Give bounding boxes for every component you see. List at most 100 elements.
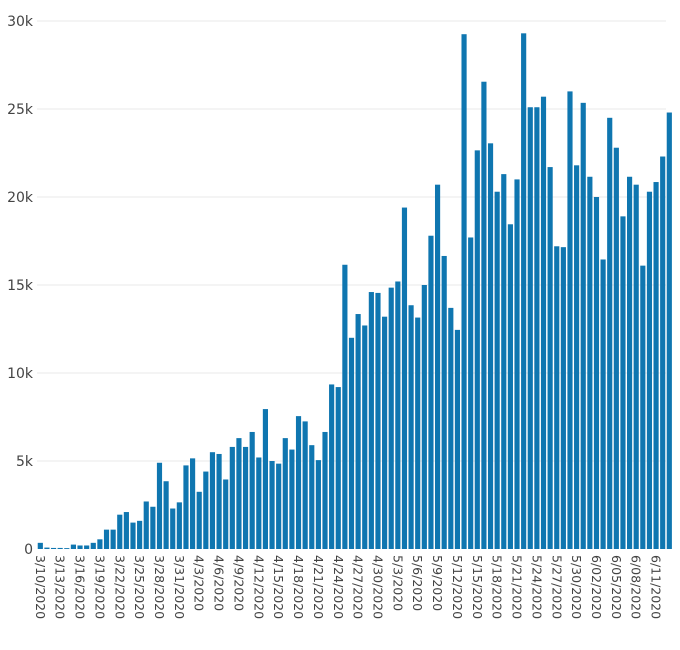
bar[interactable]: [408, 305, 414, 549]
bar[interactable]: [468, 237, 474, 550]
bar[interactable]: [554, 246, 560, 549]
bar[interactable]: [315, 460, 321, 549]
bar[interactable]: [97, 539, 103, 549]
bar[interactable]: [388, 287, 394, 549]
bar[interactable]: [448, 307, 454, 549]
bar[interactable]: [37, 542, 43, 549]
bar[interactable]: [653, 182, 659, 550]
bar[interactable]: [527, 107, 533, 550]
bar[interactable]: [322, 431, 328, 549]
bar[interactable]: [607, 117, 613, 550]
bar[interactable]: [474, 150, 480, 550]
bar[interactable]: [633, 184, 639, 549]
bar[interactable]: [44, 547, 50, 549]
bar[interactable]: [156, 462, 163, 549]
bar[interactable]: [176, 502, 182, 549]
bar[interactable]: [342, 264, 348, 549]
bar[interactable]: [209, 452, 216, 549]
bar[interactable]: [103, 529, 110, 549]
bar[interactable]: [487, 143, 494, 549]
bar[interactable]: [560, 247, 566, 549]
y-tick-label: 25k: [7, 102, 34, 118]
bar[interactable]: [660, 156, 666, 549]
x-tick-label: 5/3/2020: [390, 555, 405, 611]
bar[interactable]: [421, 285, 427, 549]
bar[interactable]: [203, 471, 209, 549]
bar[interactable]: [461, 34, 467, 549]
bar[interactable]: [395, 281, 401, 549]
bar[interactable]: [335, 387, 341, 549]
bar[interactable]: [514, 179, 520, 549]
bar[interactable]: [574, 165, 580, 549]
bar[interactable]: [289, 449, 295, 549]
bar[interactable]: [434, 184, 441, 549]
bar[interactable]: [84, 545, 90, 549]
bar[interactable]: [57, 547, 63, 549]
bar[interactable]: [613, 147, 619, 549]
bar[interactable]: [150, 506, 156, 549]
bar[interactable]: [216, 453, 222, 549]
bar[interactable]: [183, 465, 189, 549]
bar[interactable]: [276, 463, 282, 549]
bar[interactable]: [309, 445, 315, 549]
bar[interactable]: [382, 316, 388, 549]
bar[interactable]: [640, 265, 646, 549]
bar[interactable]: [348, 337, 355, 549]
bar[interactable]: [567, 91, 573, 550]
bar[interactable]: [620, 216, 626, 550]
bar[interactable]: [481, 81, 487, 549]
bar[interactable]: [362, 325, 368, 549]
bar[interactable]: [401, 207, 408, 549]
bar[interactable]: [521, 33, 527, 549]
bar[interactable]: [242, 446, 249, 549]
bar[interactable]: [454, 329, 461, 549]
bar[interactable]: [375, 292, 381, 549]
bar[interactable]: [593, 197, 600, 549]
bar[interactable]: [368, 292, 374, 549]
x-tick-label: 5/24/2020: [529, 555, 544, 619]
bar[interactable]: [646, 191, 653, 549]
bar[interactable]: [262, 409, 268, 549]
bar[interactable]: [355, 314, 361, 549]
bar[interactable]: [77, 545, 83, 549]
bar[interactable]: [540, 96, 547, 550]
bar[interactable]: [627, 176, 633, 549]
bar[interactable]: [302, 421, 308, 549]
bar[interactable]: [507, 224, 513, 549]
bar[interactable]: [269, 461, 275, 549]
bar[interactable]: [534, 107, 540, 550]
bar[interactable]: [600, 259, 606, 549]
bar[interactable]: [587, 176, 593, 549]
bar[interactable]: [501, 174, 507, 549]
bar[interactable]: [329, 384, 335, 549]
bar[interactable]: [295, 416, 302, 549]
bar[interactable]: [666, 112, 672, 550]
bar[interactable]: [123, 512, 129, 549]
bar[interactable]: [90, 542, 96, 549]
bar[interactable]: [415, 317, 421, 549]
bar[interactable]: [196, 491, 202, 549]
bar[interactable]: [130, 522, 136, 549]
bar[interactable]: [441, 255, 447, 549]
bar[interactable]: [110, 529, 116, 549]
bar[interactable]: [229, 446, 235, 549]
bar[interactable]: [256, 457, 262, 549]
bar[interactable]: [282, 438, 288, 549]
bar[interactable]: [163, 481, 169, 549]
bar[interactable]: [223, 479, 229, 549]
bar[interactable]: [117, 514, 123, 549]
bar[interactable]: [236, 438, 242, 549]
bar[interactable]: [137, 520, 143, 549]
bar[interactable]: [170, 508, 176, 549]
bar[interactable]: [428, 235, 434, 549]
bar[interactable]: [190, 458, 196, 549]
bar[interactable]: [547, 167, 553, 549]
bar[interactable]: [143, 501, 149, 549]
bar[interactable]: [494, 191, 500, 549]
bar[interactable]: [249, 431, 255, 549]
bar[interactable]: [70, 544, 76, 549]
bar[interactable]: [64, 548, 70, 549]
bar[interactable]: [580, 102, 586, 549]
bar[interactable]: [50, 547, 57, 549]
